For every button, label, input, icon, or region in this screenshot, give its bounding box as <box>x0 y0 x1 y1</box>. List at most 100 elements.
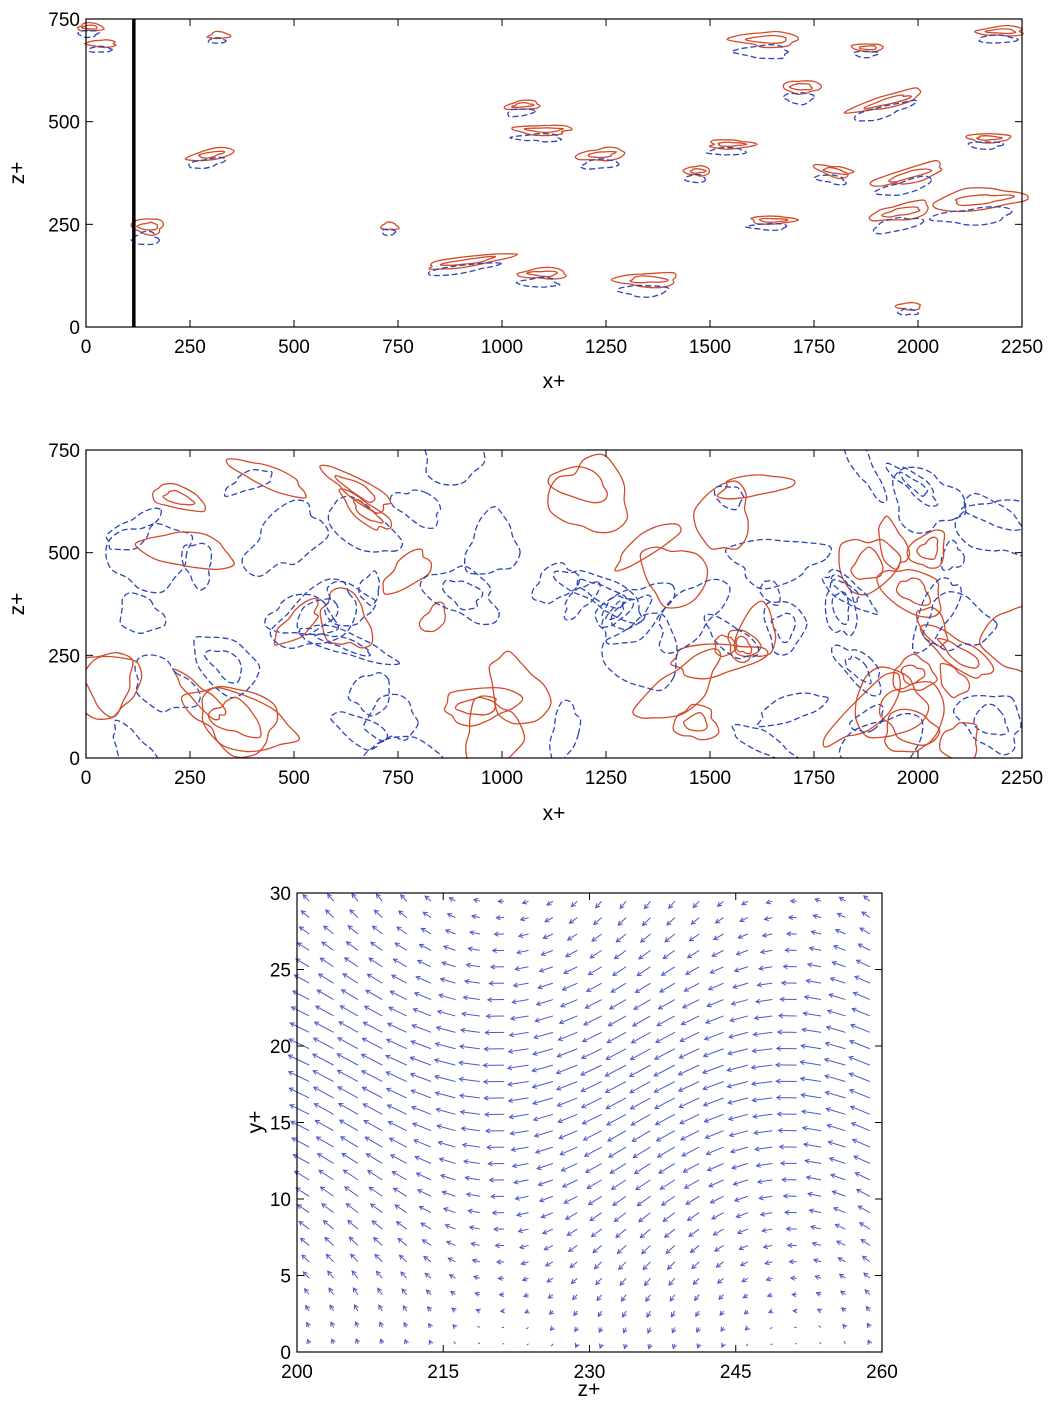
arrow-head <box>659 987 665 993</box>
contour-positive <box>858 45 878 51</box>
arrow-head <box>361 1086 367 1092</box>
contour-positive <box>869 159 943 187</box>
contour-negative <box>952 694 1022 756</box>
arrow-head <box>471 1258 478 1264</box>
arrow-head <box>484 1111 490 1118</box>
arrow-head <box>436 1124 442 1130</box>
arrow-head <box>337 1086 343 1092</box>
velocity-arrow <box>313 1086 334 1099</box>
arrow-head <box>863 895 869 901</box>
velocity-arrow <box>459 1062 480 1066</box>
y-tick-label: 0 <box>280 1343 291 1364</box>
arrow-head <box>837 1257 843 1262</box>
arrow-head <box>622 1312 627 1318</box>
y-tick-label: 20 <box>270 1037 291 1058</box>
velocity-arrow <box>646 1310 651 1318</box>
velocity-arrow <box>386 1071 407 1082</box>
arrow-head <box>537 1181 544 1187</box>
contour-negative <box>203 649 243 684</box>
arrow-head <box>604 1088 611 1093</box>
velocity-arrow <box>654 1048 676 1060</box>
velocity-arrow <box>386 1088 407 1099</box>
arrow-head <box>678 1054 684 1059</box>
arrow-head <box>289 1104 295 1109</box>
velocity-arrow <box>389 1137 407 1148</box>
contour-negative <box>563 581 601 621</box>
contour-negative <box>381 228 397 236</box>
velocity-arrow <box>589 1212 602 1222</box>
velocity-arrow <box>830 977 846 984</box>
contour-positive <box>892 653 938 693</box>
arrow-head <box>458 1076 464 1083</box>
velocity-arrow <box>667 1261 676 1270</box>
velocity-arrow <box>291 1137 310 1148</box>
arrow-head <box>590 1232 597 1238</box>
arrow-head <box>664 937 670 943</box>
arrow-head <box>620 1296 626 1302</box>
arrow-head <box>518 1244 525 1250</box>
contour-positive <box>838 538 902 596</box>
velocity-arrow <box>802 1127 822 1132</box>
velocity-arrow <box>321 941 334 951</box>
velocity-arrow <box>416 976 432 984</box>
velocity-arrow <box>424 1272 432 1279</box>
velocity-arrow <box>386 1039 407 1050</box>
velocity-arrow <box>833 945 846 951</box>
arrow-head <box>804 1158 810 1164</box>
arrow-head <box>344 1186 350 1192</box>
arrow-head <box>495 1259 502 1265</box>
arrow-head <box>733 1197 740 1203</box>
velocity-arrow <box>684 1179 700 1189</box>
contour-positive <box>975 135 1003 141</box>
contour-positive <box>526 270 559 278</box>
velocity-arrow <box>537 982 554 989</box>
velocity-arrow <box>301 910 310 918</box>
velocity-arrow <box>539 966 554 972</box>
arrow-head <box>686 953 693 959</box>
arrow-head <box>452 1324 458 1330</box>
arrow-head <box>623 1343 629 1350</box>
velocity-arrow <box>533 1113 554 1121</box>
velocity-arrow <box>848 1056 870 1066</box>
arrow-head <box>635 1185 641 1191</box>
arrow-head <box>806 1191 813 1197</box>
contour-positive <box>734 600 777 658</box>
arrow-head <box>801 1125 808 1131</box>
velocity-arrow <box>828 1141 846 1148</box>
velocity-arrow <box>617 1245 627 1254</box>
arrow-head <box>351 1270 357 1276</box>
arrow-head <box>509 1130 515 1136</box>
velocity-arrow <box>741 900 749 906</box>
contour-negative <box>298 624 401 666</box>
arrow-head <box>535 1000 542 1007</box>
velocity-arrow <box>391 974 407 984</box>
arrow-head <box>520 1260 526 1266</box>
arrow-head <box>701 1069 708 1075</box>
arrow-head <box>374 1253 380 1259</box>
contour-negative <box>323 580 377 627</box>
arrow-head <box>472 1275 479 1281</box>
arrow-head <box>632 1153 638 1158</box>
arrow-head <box>348 1236 354 1242</box>
arrow-head <box>848 1088 855 1094</box>
arrow-head <box>654 1120 661 1126</box>
arrow-head <box>702 1101 709 1107</box>
velocity-arrow <box>321 1203 334 1214</box>
velocity-arrow <box>436 1026 456 1033</box>
arrow-head <box>379 1321 384 1327</box>
arrow-head <box>560 1166 567 1172</box>
contour-positive <box>888 168 933 183</box>
arrow-head <box>670 1312 676 1318</box>
arrow-head <box>485 1013 491 1019</box>
contour-positive <box>162 489 196 506</box>
velocity-arrow <box>856 959 871 968</box>
velocity-arrow <box>397 1238 408 1246</box>
arrow-head <box>728 1033 734 1039</box>
arrow-head <box>711 952 717 957</box>
velocity-arrow <box>606 1031 627 1043</box>
y-axis-label-middle: z+ <box>6 593 29 616</box>
arrow-head <box>703 1035 710 1041</box>
arrow-head <box>418 943 425 949</box>
velocity-arrow <box>546 900 554 906</box>
arrow-head <box>366 1169 373 1175</box>
